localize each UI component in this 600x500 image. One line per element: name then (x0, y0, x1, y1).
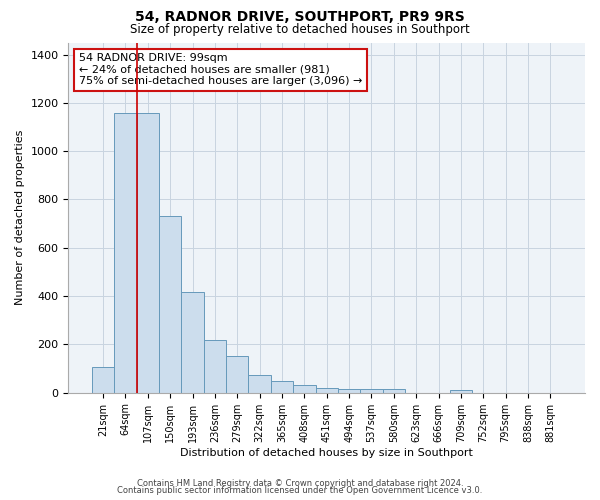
Bar (293, 386, 316, 392)
Bar (114, 112, 137, 392)
Bar (383, 389, 405, 392)
Bar (92, 367, 114, 392)
Y-axis label: Number of detached properties: Number of detached properties (15, 130, 25, 306)
Bar (204, 340, 226, 392)
Bar (316, 388, 338, 392)
Text: 54 RADNOR DRIVE: 99sqm
← 24% of detached houses are smaller (981)
75% of semi-de: 54 RADNOR DRIVE: 99sqm ← 24% of detached… (79, 53, 362, 86)
Bar (271, 380, 293, 392)
Text: Contains HM Land Registry data © Crown copyright and database right 2024.: Contains HM Land Registry data © Crown c… (137, 478, 463, 488)
Text: 54, RADNOR DRIVE, SOUTHPORT, PR9 9RS: 54, RADNOR DRIVE, SOUTHPORT, PR9 9RS (135, 10, 465, 24)
Bar (226, 356, 248, 392)
Bar (360, 389, 383, 392)
Text: Size of property relative to detached houses in Southport: Size of property relative to detached ho… (130, 22, 470, 36)
Bar (159, 216, 181, 392)
X-axis label: Distribution of detached houses by size in Southport: Distribution of detached houses by size … (180, 448, 473, 458)
Bar (248, 374, 271, 392)
Bar (450, 390, 472, 392)
Bar (338, 389, 360, 392)
Bar (137, 112, 159, 392)
Text: Contains public sector information licensed under the Open Government Licence v3: Contains public sector information licen… (118, 486, 482, 495)
Bar (181, 292, 204, 392)
